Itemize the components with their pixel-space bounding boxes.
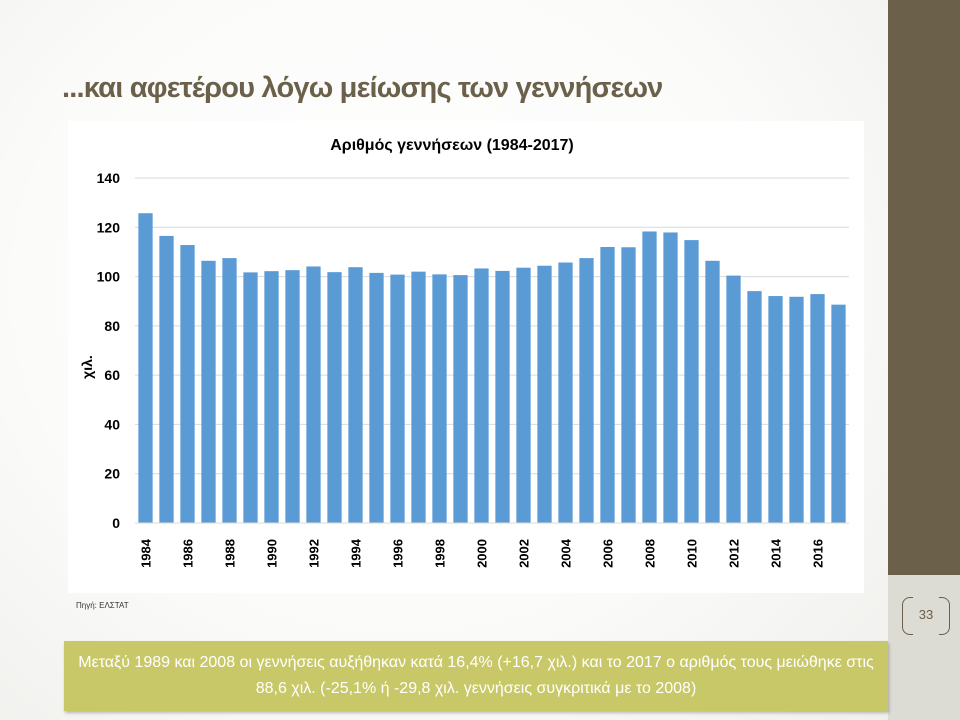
bar-2014: [768, 296, 783, 523]
bar-2009: [663, 232, 678, 523]
x-tick-label: 2008: [643, 539, 658, 568]
x-tick-label: 1998: [433, 539, 448, 568]
left-bracket-icon: [902, 597, 913, 635]
gridlines: [135, 177, 849, 475]
bar-2004: [558, 262, 573, 523]
bar-1986: [180, 245, 195, 523]
y-tick-label: 120: [97, 219, 121, 235]
chart-title: Αριθμός γεννήσεων (1984-2017): [330, 137, 574, 154]
x-tick-label: 1992: [307, 539, 322, 568]
bar-2011: [705, 260, 720, 523]
bar-2016: [810, 294, 825, 523]
x-tick-label: 1986: [181, 539, 196, 568]
bar-2005: [579, 258, 594, 523]
y-axis-label: χιλ.: [79, 355, 95, 379]
bar-2010: [684, 240, 699, 523]
y-tick-label: 140: [97, 170, 121, 186]
x-tick-label: 2010: [685, 539, 700, 568]
bar-1984: [138, 213, 153, 523]
summary-text: Μεταξύ 1989 και 2008 οι γεννήσεις αυξήθη…: [78, 654, 874, 697]
bar-1996: [390, 274, 405, 523]
bar-2012: [726, 275, 741, 523]
page-number: 33: [898, 593, 954, 637]
chart-container: Αριθμός γεννήσεων (1984-2017) χιλ. 0 20 40…: [68, 121, 864, 593]
x-tick-label: 2002: [517, 539, 532, 568]
bar-2017: [831, 304, 846, 523]
bar-1990: [264, 271, 279, 523]
bar-chart: Αριθμός γεννήσεων (1984-2017) χιλ. 0 20 40…: [79, 137, 849, 568]
y-tick-label: 60: [104, 367, 120, 383]
y-axis-ticks: 0 20 40 60 80 100 120 140: [97, 170, 121, 531]
bar-1991: [285, 270, 300, 523]
x-tick-label: 1984: [139, 538, 154, 568]
x-axis-ticks: 1984 1986 1988 1990 1992 1994 1996 1998 2000 2002…: [139, 538, 826, 568]
source-note: Πηγή: ΕΛΣΤΑΤ: [76, 601, 129, 610]
y-tick-label: 20: [104, 466, 120, 482]
bar-1988: [222, 258, 237, 523]
bar-2006: [600, 247, 615, 523]
bar-1999: [453, 275, 468, 523]
x-tick-label: 1990: [265, 539, 280, 568]
bar-2008: [642, 231, 657, 523]
bar-1995: [369, 272, 384, 524]
x-tick-label: 2006: [601, 539, 616, 568]
y-tick-label: 100: [97, 269, 121, 285]
x-tick-label: 2016: [811, 539, 826, 568]
page-number-text: 33: [918, 607, 934, 622]
bar-1989: [243, 272, 258, 523]
x-tick-label: 1988: [223, 539, 238, 568]
x-tick-label: 2012: [727, 539, 742, 568]
slide-title: ...και αφετέρου λόγω μείωσης των γεννήσε…: [62, 72, 663, 104]
bar-2007: [621, 247, 636, 523]
bar-1993: [327, 272, 342, 523]
bar-2001: [495, 270, 510, 523]
bar-2000: [474, 268, 489, 523]
bar-1987: [201, 260, 216, 523]
bar-series: [138, 213, 846, 524]
y-tick-label: 0: [112, 515, 120, 531]
bar-1998: [432, 274, 447, 523]
bar-2002: [516, 267, 531, 523]
x-tick-label: 2004: [559, 538, 574, 568]
y-tick-label: 80: [104, 318, 120, 334]
x-tick-label: 2014: [769, 538, 784, 568]
x-tick-label: 1994: [349, 538, 364, 568]
bar-1992: [306, 266, 321, 523]
bar-1985: [159, 235, 174, 523]
right-bracket-icon: [939, 597, 950, 635]
x-tick-label: 1996: [391, 539, 406, 568]
summary-callout: Μεταξύ 1989 και 2008 οι γεννήσεις αυξήθη…: [64, 641, 888, 711]
y-tick-label: 40: [104, 416, 120, 432]
x-tick-label: 2000: [475, 539, 490, 568]
bar-1997: [411, 271, 426, 523]
bar-2003: [537, 265, 552, 523]
bar-1994: [348, 267, 363, 523]
bar-2015: [789, 296, 804, 523]
bar-2013: [747, 291, 762, 523]
